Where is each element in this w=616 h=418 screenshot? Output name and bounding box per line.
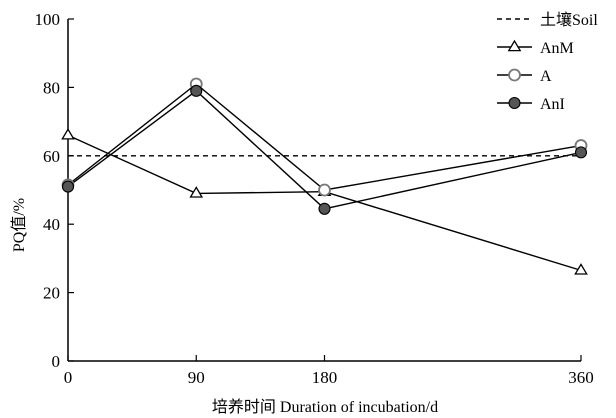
y-tick-label: 0 — [52, 352, 61, 371]
data-point-ani — [190, 84, 203, 97]
data-point-ani — [61, 180, 75, 193]
legend-marker-anm — [507, 39, 522, 52]
series-markers — [61, 77, 588, 275]
legend-label-ani: AnI — [540, 96, 565, 113]
y-tick-label: 60 — [43, 147, 60, 166]
legend-label--soil: 土壤Soil — [540, 10, 598, 29]
legend-label-anm: AnM — [540, 40, 574, 57]
series-line-anm — [67, 134, 582, 272]
y-tick-label: 40 — [43, 215, 60, 234]
data-point-anm — [189, 186, 204, 198]
legend-label-a: A — [540, 68, 552, 85]
data-point-ani — [318, 202, 331, 215]
x-tick-label: 360 — [568, 368, 594, 387]
y-tick-label: 80 — [43, 78, 60, 97]
data-point-anm — [574, 263, 588, 275]
y-tick-label: 20 — [43, 284, 60, 303]
series-line-a — [67, 83, 582, 191]
legend-marker-a — [508, 68, 521, 82]
x-tick-label: 0 — [64, 368, 73, 387]
x-tick-label: 180 — [312, 368, 338, 387]
x-axis-title: 培养时间 Duration of incubation/d — [212, 398, 438, 416]
legend-marker-ani — [508, 96, 521, 110]
series-line-ani — [67, 89, 582, 210]
data-point-ani — [574, 146, 588, 159]
legend: 土壤Soil AnM A AnI — [497, 10, 598, 113]
data-point-a — [318, 183, 331, 197]
series-lines — [67, 83, 582, 272]
data-point-anm — [61, 128, 75, 140]
x-tick-label: 90 — [188, 368, 205, 387]
tick-labels: 0 20 40 60 80 100 0 90 180 360 — [35, 10, 594, 387]
y-axis-title: PQ值/% — [10, 198, 28, 252]
y-tick-label: 100 — [35, 10, 61, 29]
